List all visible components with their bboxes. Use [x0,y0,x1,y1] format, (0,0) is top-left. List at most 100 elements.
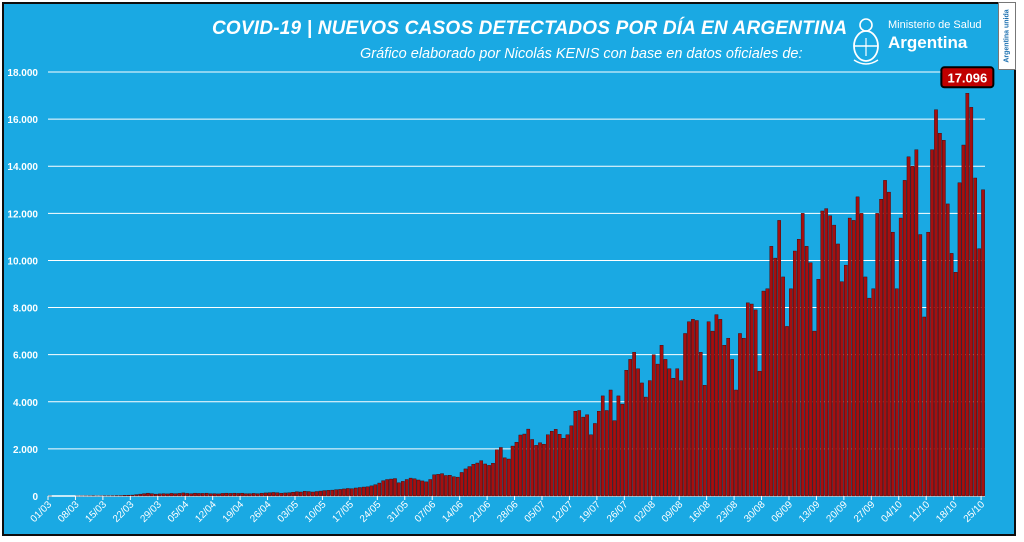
bar [840,281,844,497]
bar [926,231,930,497]
bar [165,493,170,497]
bar [181,492,186,497]
bar [949,253,954,497]
bar [659,345,664,497]
bar [836,243,840,497]
x-tick-label: 06/09 [770,499,796,525]
bar [742,337,746,497]
x-tick-label: 04/10 [879,499,905,525]
bar [420,480,425,497]
bar [287,492,291,497]
bar [428,479,433,497]
bar [569,425,574,497]
bar [220,493,225,497]
bar [283,492,287,497]
bar [585,414,589,497]
bar [753,309,758,497]
x-tick-label: 19/04 [221,499,247,525]
bar [193,492,197,497]
bar [499,447,503,497]
bar [244,493,248,497]
bar [208,493,213,497]
bar [495,449,499,497]
bar [808,262,813,497]
bar [189,493,193,497]
x-tick-label: 24/05 [358,499,384,525]
bar [302,491,307,497]
bar [796,239,801,497]
peak-annotation-label: 17.096 [947,70,987,85]
bar [240,492,244,497]
x-tick-label: 26/04 [248,499,274,525]
x-tick-label: 26/07 [605,499,631,525]
x-tick-label: 30/08 [742,499,768,525]
bar [636,368,640,497]
bar [546,434,550,497]
bar [565,434,570,497]
bar [734,389,738,497]
bar [295,491,299,497]
bar [534,445,538,497]
bar [432,474,436,497]
bar [471,464,476,497]
bar [201,493,205,497]
bar [812,330,817,497]
x-tick-label: 05/07 [523,499,549,525]
bar [252,493,256,497]
bar [640,382,644,497]
bar [816,279,821,497]
bar [122,495,127,497]
bar [706,321,711,497]
bar [722,345,727,497]
bar [714,314,719,497]
bar [381,480,386,497]
bar [934,109,938,497]
bar [698,352,703,497]
peak-annotation: 17.096 [940,66,995,89]
bar [549,431,554,497]
x-tick-label: 19/07 [578,499,604,525]
bar [749,303,754,497]
bar [597,411,601,497]
bar [581,416,585,497]
chart-subtitle: Gráfico elaborado por Nicolás KENIS con … [360,46,803,62]
bar [459,472,464,497]
bar [891,231,895,497]
bar [793,250,797,497]
bar [644,396,648,497]
bar [679,380,683,497]
bar [373,484,378,497]
bar [326,490,331,497]
bar [467,466,472,497]
bar [177,493,182,497]
bar [651,354,656,497]
x-tick-label: 03/05 [276,499,302,525]
bar [451,476,456,497]
bar [510,445,515,497]
y-tick-label: 14.000 [7,162,38,173]
bar [828,215,832,497]
bar [942,140,946,497]
logo-ministry-text: Ministerio de Salud [888,19,982,31]
x-tick-label: 31/05 [385,499,411,525]
bar [161,493,166,497]
bar [275,492,280,497]
bar [777,220,781,497]
bar [436,474,440,497]
bar [255,493,260,497]
y-tick-label: 8.000 [13,304,38,315]
bar [514,442,519,497]
bar [400,481,405,497]
bar [883,180,887,497]
bar [851,220,856,497]
bar [369,485,374,497]
bar [169,493,174,497]
y-tick-label: 6.000 [13,351,38,362]
bar [981,189,985,497]
x-tick-label: 12/07 [550,499,576,525]
y-tick-label: 4.000 [13,398,38,409]
bar [342,488,346,497]
bar [910,166,915,497]
bar [393,478,397,497]
bar [879,198,883,497]
